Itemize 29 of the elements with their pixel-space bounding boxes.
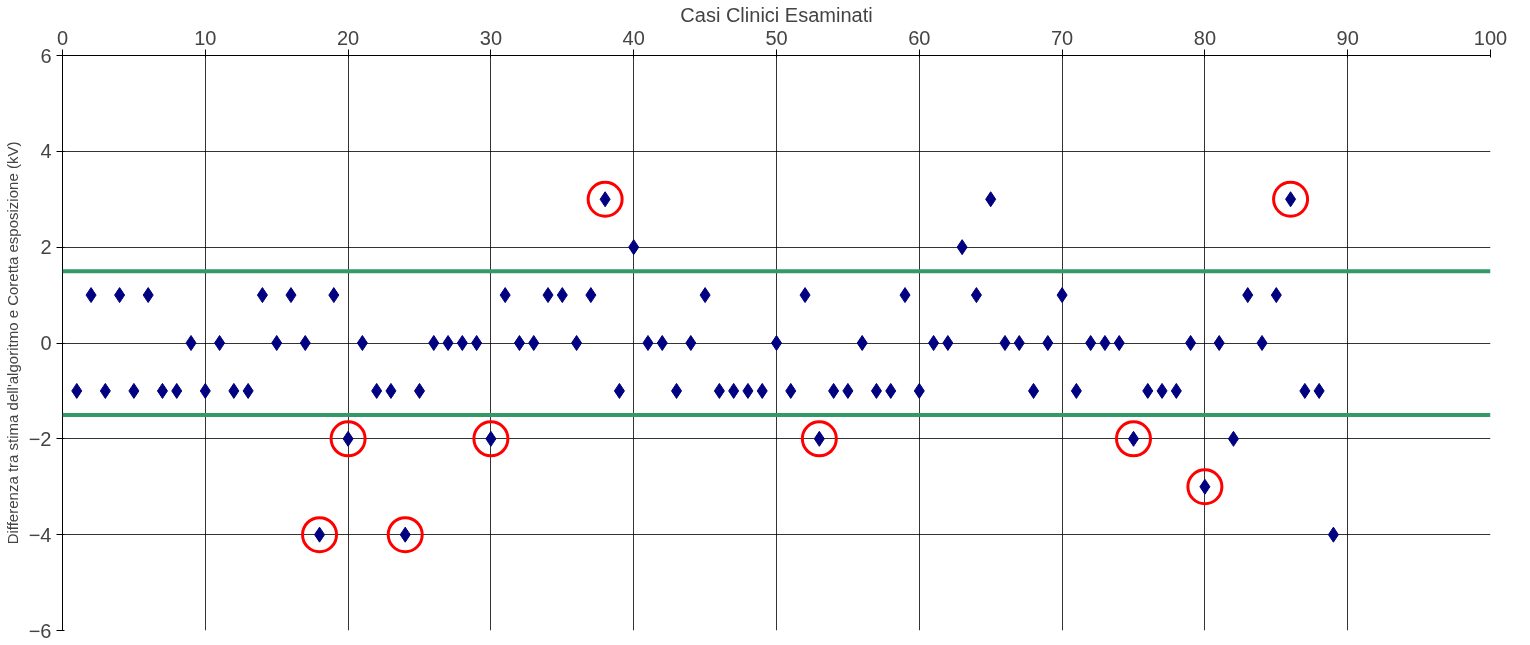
point: [472, 420, 510, 458]
point: [800, 420, 838, 458]
x-tick-label: 40: [622, 26, 645, 49]
x-tick-label: 60: [908, 26, 931, 49]
point: [1115, 420, 1152, 458]
x-tick-label: 80: [1193, 26, 1217, 49]
x-tick-label: 70: [1050, 26, 1074, 49]
point: [1272, 180, 1310, 218]
y-tick-label: 2: [40, 236, 52, 259]
y-tick-label: −6: [28, 619, 52, 642]
y-axis-title: Differenza tra stima dell'algoritmo e Coretta esposizione (kV): [3, 141, 21, 545]
y-tick-label: 6: [40, 44, 52, 67]
point: [386, 516, 424, 554]
x-tick-label: 50: [765, 26, 788, 49]
point: [1186, 468, 1224, 506]
x-axis-title: Casi Clinici Esaminati: [680, 3, 873, 26]
x-tick-label: 10: [194, 26, 217, 49]
x-tick-label: 30: [479, 26, 503, 49]
x-tick-label: 20: [336, 26, 360, 49]
point: [301, 516, 339, 554]
point: [586, 180, 624, 218]
x-tick-label: 90: [1336, 26, 1359, 49]
point: [329, 420, 367, 458]
y-tick-label: 0: [40, 332, 52, 354]
y-tick-label: −4: [28, 523, 52, 546]
y-tick-label: 4: [40, 140, 52, 163]
y-tick-label: −2: [28, 427, 52, 450]
x-tick-label: 0: [56, 26, 69, 49]
x-tick-label: 100: [1473, 26, 1508, 49]
